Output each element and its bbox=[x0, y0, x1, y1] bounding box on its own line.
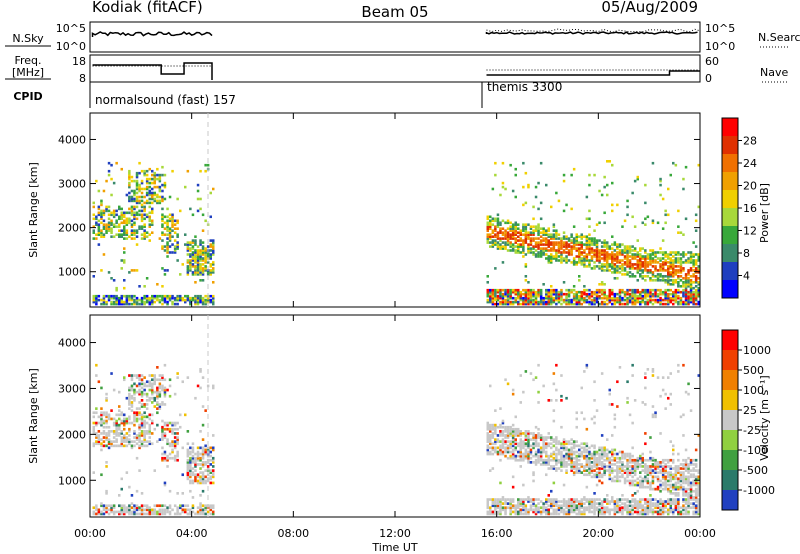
colorbar-swatch bbox=[722, 490, 738, 510]
power-colorbar: Power [dB] 28 24 20 16 12 8 4 bbox=[721, 117, 771, 299]
xtick-label: 00:00 bbox=[684, 527, 716, 540]
colorbar-swatch bbox=[722, 226, 738, 244]
colorbar-tick: 1000 bbox=[743, 344, 771, 357]
cpid-themis-text: themis 3300 bbox=[487, 80, 562, 94]
colorbar-swatch bbox=[722, 172, 738, 190]
colorbar-tick: -25 bbox=[743, 424, 761, 437]
date-title: 05/Aug/2009 bbox=[601, 0, 698, 16]
freq-trace bbox=[92, 62, 700, 80]
colorbar-swatch bbox=[722, 470, 738, 490]
time-xlabel: Time UT bbox=[371, 541, 417, 554]
colorbar-swatch bbox=[722, 154, 738, 172]
ytick-label: 4000 bbox=[58, 133, 86, 146]
xtick-label: 20:00 bbox=[582, 527, 614, 540]
nave-label: Nave bbox=[760, 66, 788, 79]
colorbar-swatch bbox=[722, 390, 738, 410]
power-yaxis: 1000 2000 3000 4000 bbox=[58, 133, 700, 279]
ytick-label: 2000 bbox=[58, 222, 86, 235]
nsearch-label: N.Search bbox=[758, 31, 800, 44]
xtick-label: 08:00 bbox=[277, 527, 309, 540]
colorbar-tick: -1000 bbox=[743, 484, 775, 497]
colorbar-swatch bbox=[722, 208, 738, 226]
ytick-label: 2000 bbox=[58, 428, 86, 441]
nsearch-tick-top: 10^5 bbox=[705, 22, 735, 35]
colorbar-tick: 20 bbox=[743, 180, 757, 193]
beam-title: Beam 05 bbox=[361, 3, 428, 21]
colorbar-swatch bbox=[722, 280, 738, 298]
colorbar-tick: 12 bbox=[743, 225, 757, 238]
nsky-panel: N.Sky 10^5 10^0 10^5 10^0 N.Search bbox=[5, 21, 800, 53]
freq-tick-bottom: 8 bbox=[79, 72, 86, 85]
cpid-label: CPID bbox=[13, 90, 42, 103]
colorbar-tick: 24 bbox=[743, 157, 757, 170]
nave-tick-top: 60 bbox=[705, 55, 719, 68]
nsearch-tick-bottom: 10^0 bbox=[705, 40, 735, 53]
colorbar-swatch bbox=[722, 262, 738, 280]
colorbar-tick: -500 bbox=[743, 464, 768, 477]
cpid-row: CPID normalsound (fast) 157 themis 3300 bbox=[13, 80, 562, 108]
freq-unit-label: [MHz] bbox=[12, 66, 44, 79]
power-heatmap-cells bbox=[92, 160, 700, 306]
xtick-label: 16:00 bbox=[481, 527, 513, 540]
colorbar-tick: 500 bbox=[743, 364, 764, 377]
colorbar-swatch bbox=[722, 410, 738, 430]
velocity-ylabel: Slant Range [km] bbox=[27, 368, 40, 464]
ytick-label: 3000 bbox=[58, 178, 86, 191]
cpid-normalsound-text: normalsound (fast) 157 bbox=[95, 93, 236, 107]
colorbar-swatch bbox=[722, 350, 738, 370]
colorbar-swatch bbox=[722, 450, 738, 470]
velocity-colorbar: Velocity [m s⁻¹] 1000 500 100 25 -25 -100 -500… bbox=[721, 329, 775, 511]
nave-tick-bottom: 0 bbox=[705, 72, 712, 85]
colorbar-tick: -100 bbox=[743, 444, 768, 457]
velocity-colorbar-label: Velocity [m s⁻¹] bbox=[758, 375, 771, 460]
xtick-label: 04:00 bbox=[176, 527, 208, 540]
velocity-heatmap-cells bbox=[92, 363, 700, 516]
colorbar-swatch bbox=[722, 190, 738, 208]
colorbar-tick: 8 bbox=[743, 247, 750, 260]
xtick-label: 00:00 bbox=[74, 527, 106, 540]
colorbar-tick: 28 bbox=[743, 135, 757, 148]
freq-tick-top: 18 bbox=[72, 55, 86, 68]
ytick-label: 1000 bbox=[58, 266, 86, 279]
nsky-trace bbox=[91, 31, 698, 38]
power-ylabel: Slant Range [km] bbox=[27, 162, 40, 258]
colorbar-swatch bbox=[722, 244, 738, 262]
nsky-tick-bottom: 10^0 bbox=[56, 40, 86, 53]
freq-label: Freq. bbox=[14, 54, 41, 67]
ytick-label: 1000 bbox=[58, 474, 86, 487]
velocity-yaxis: 1000 2000 3000 4000 bbox=[58, 337, 700, 487]
colorbar-swatch bbox=[722, 136, 738, 154]
colorbar-tick: 100 bbox=[743, 384, 764, 397]
colorbar-swatch bbox=[722, 118, 738, 136]
power-colorbar-label: Power [dB] bbox=[758, 183, 771, 243]
nave-trace bbox=[92, 65, 700, 71]
power-panel: 1000 2000 3000 4000 Slant Range [km] bbox=[27, 112, 701, 308]
colorbar-swatch bbox=[722, 370, 738, 390]
xtick-label: 12:00 bbox=[379, 527, 411, 540]
nsky-label: N.Sky bbox=[12, 32, 44, 45]
ytick-label: 3000 bbox=[58, 382, 86, 395]
time-xaxis: 00:00 04:00 08:00 12:00 16:00 20:00 00:00 bbox=[74, 113, 716, 540]
colorbar-swatch bbox=[722, 430, 738, 450]
freq-panel: Freq. [MHz] 18 8 60 0 Nave bbox=[5, 54, 788, 85]
ytick-label: 4000 bbox=[58, 337, 86, 350]
nsearch-trace bbox=[486, 28, 701, 33]
colorbar-tick: 4 bbox=[743, 270, 750, 283]
colorbar-tick: 25 bbox=[743, 404, 757, 417]
nsky-tick-top: 10^5 bbox=[56, 22, 86, 35]
velocity-panel: 1000 2000 3000 4000 00:00 04:00 08:00 12:00 16:… bbox=[27, 113, 716, 554]
colorbar-swatch bbox=[722, 330, 738, 350]
station-title: Kodiak (fitACF) bbox=[92, 0, 203, 16]
colorbar-tick: 16 bbox=[743, 202, 757, 215]
